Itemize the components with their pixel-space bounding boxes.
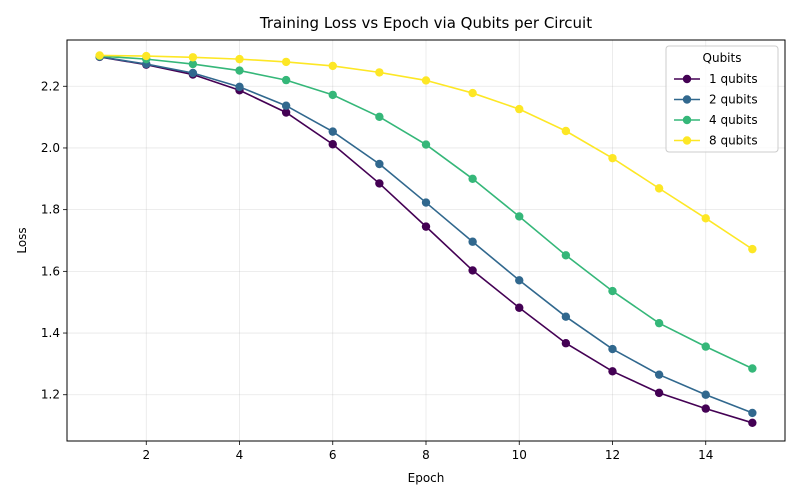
data-point xyxy=(468,237,477,246)
series-4 xyxy=(95,51,757,254)
data-point xyxy=(188,68,198,78)
data-point xyxy=(421,140,431,149)
data-point xyxy=(281,108,291,117)
y-tick-label: 2.0 xyxy=(41,141,60,155)
data-point xyxy=(188,53,198,62)
data-point xyxy=(515,104,524,114)
y-tick-label: 2.2 xyxy=(41,79,60,93)
legend-marker xyxy=(682,115,692,125)
x-axis-label: Epoch xyxy=(408,471,445,485)
legend-marker xyxy=(682,136,692,145)
data-point xyxy=(608,367,617,376)
ticks: 2 4 6 8 10 12 14 1.2 1.4 1.6 1.8 2.0 2.2 xyxy=(41,79,713,462)
data-point xyxy=(701,404,710,413)
data-point xyxy=(515,212,524,221)
x-tick-label: 4 xyxy=(236,448,244,462)
data-point xyxy=(235,66,244,75)
series-layer xyxy=(95,51,757,428)
legend-entry: 2 qubits xyxy=(674,93,758,107)
data-point xyxy=(142,51,151,61)
data-point xyxy=(421,222,431,231)
data-point xyxy=(654,388,664,398)
data-point xyxy=(468,88,477,98)
legend-label: 4 qubits xyxy=(709,113,758,127)
legend-label: 2 qubits xyxy=(709,93,758,107)
data-point xyxy=(235,82,244,92)
x-tick-label: 14 xyxy=(698,448,713,462)
data-point xyxy=(748,364,757,373)
legend-title: Qubits xyxy=(703,51,742,65)
legend-marker xyxy=(682,74,692,84)
data-point xyxy=(608,344,617,354)
data-point xyxy=(608,286,617,296)
data-point xyxy=(468,174,477,184)
chart-title: Training Loss vs Epoch via Qubits per Ci… xyxy=(259,14,592,32)
y-tick-label: 1.8 xyxy=(41,203,60,217)
data-point xyxy=(281,101,291,110)
data-point xyxy=(515,276,524,285)
y-tick-label: 1.2 xyxy=(41,388,60,402)
legend-entries: 1 qubits 2 qubits 4 qubits 8 qubits xyxy=(674,72,758,148)
data-point xyxy=(561,126,571,136)
y-tick-label: 1.4 xyxy=(41,326,60,340)
x-tick-label: 6 xyxy=(329,448,337,462)
x-tick-label: 8 xyxy=(422,448,430,462)
grid xyxy=(67,40,785,441)
data-point xyxy=(375,159,384,169)
data-point xyxy=(561,251,571,260)
data-point xyxy=(328,127,337,136)
y-axis-label: Loss xyxy=(15,227,29,253)
data-point xyxy=(654,184,664,193)
series-3 xyxy=(95,51,757,373)
data-point xyxy=(375,112,384,122)
data-point xyxy=(235,54,244,64)
y-tick-label: 1.6 xyxy=(41,264,60,278)
data-point xyxy=(328,140,337,149)
data-point xyxy=(188,59,198,69)
data-point xyxy=(375,179,384,188)
x-tick-label: 12 xyxy=(605,448,620,462)
data-point xyxy=(561,312,571,321)
data-point xyxy=(421,198,431,207)
data-point xyxy=(328,61,337,71)
legend-label: 8 qubits xyxy=(709,134,758,148)
legend: Qubits 1 qubits 2 qubits 4 qubits 8 qubits xyxy=(665,45,779,153)
data-point xyxy=(701,214,710,223)
data-point xyxy=(561,339,571,348)
data-point xyxy=(701,390,710,399)
legend-entry: 1 qubits xyxy=(674,72,758,86)
data-point xyxy=(95,51,104,60)
data-point xyxy=(375,68,384,77)
data-point xyxy=(281,57,291,67)
data-point xyxy=(515,303,524,312)
data-point xyxy=(608,153,617,163)
legend-box xyxy=(665,45,779,153)
data-point xyxy=(468,266,477,275)
data-point xyxy=(654,370,664,379)
data-point xyxy=(421,76,431,85)
data-point xyxy=(281,75,291,85)
data-point xyxy=(748,418,757,428)
legend-label: 1 qubits xyxy=(709,72,758,86)
legend-marker xyxy=(682,95,692,104)
data-point xyxy=(748,408,757,418)
legend-entry: 8 qubits xyxy=(674,134,758,148)
data-point xyxy=(328,90,337,100)
legend-entry: 4 qubits xyxy=(674,113,758,127)
x-tick-label: 10 xyxy=(512,448,527,462)
x-tick-label: 2 xyxy=(142,448,150,462)
data-point xyxy=(748,244,757,254)
data-point xyxy=(654,318,664,328)
data-point xyxy=(701,342,710,351)
